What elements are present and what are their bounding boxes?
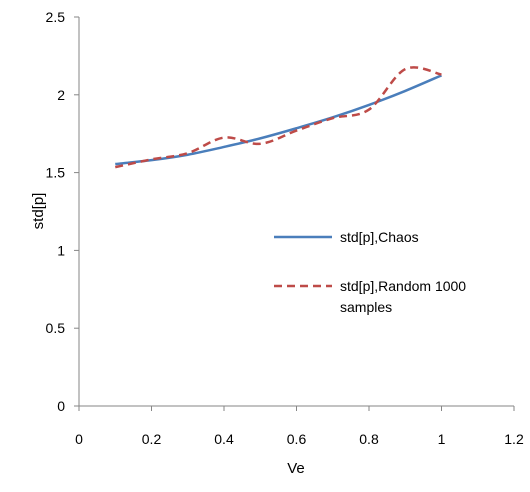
legend-label: samples	[340, 299, 392, 315]
y-tick-label: 2	[57, 87, 65, 103]
y-tick-label: 0.5	[46, 320, 66, 336]
x-axis-title: Ve	[287, 460, 305, 477]
x-tick-label: 1	[438, 431, 446, 447]
y-tick-label: 2.5	[46, 9, 66, 25]
y-tick-label: 0	[57, 398, 65, 414]
x-tick-label: 1.2	[504, 431, 524, 447]
series-lines	[114, 66, 442, 169]
x-tick-label: 0.2	[142, 431, 162, 447]
legend: std[p],Chaos std[p],Random 1000 samples	[274, 229, 466, 315]
y-axis-title: std[p]	[30, 193, 47, 230]
y-tick-label: 1.5	[46, 165, 66, 181]
series-line-random-1000	[114, 66, 442, 169]
x-tick-label: 0.8	[359, 431, 379, 447]
x-tick-label: 0	[75, 431, 83, 447]
series-line-chaos	[115, 74, 442, 166]
legend-label: std[p],Random 1000	[340, 278, 466, 294]
x-tick-label: 0.6	[287, 431, 307, 447]
x-tick-label: 0.4	[214, 431, 234, 447]
axes: 0 0.5 1 1.5 2 2.5 0 0.2 0.4 0.6 0.8 1 1.2	[46, 9, 524, 447]
y-tick-label: 1	[57, 242, 65, 258]
legend-label: std[p],Chaos	[340, 229, 419, 245]
